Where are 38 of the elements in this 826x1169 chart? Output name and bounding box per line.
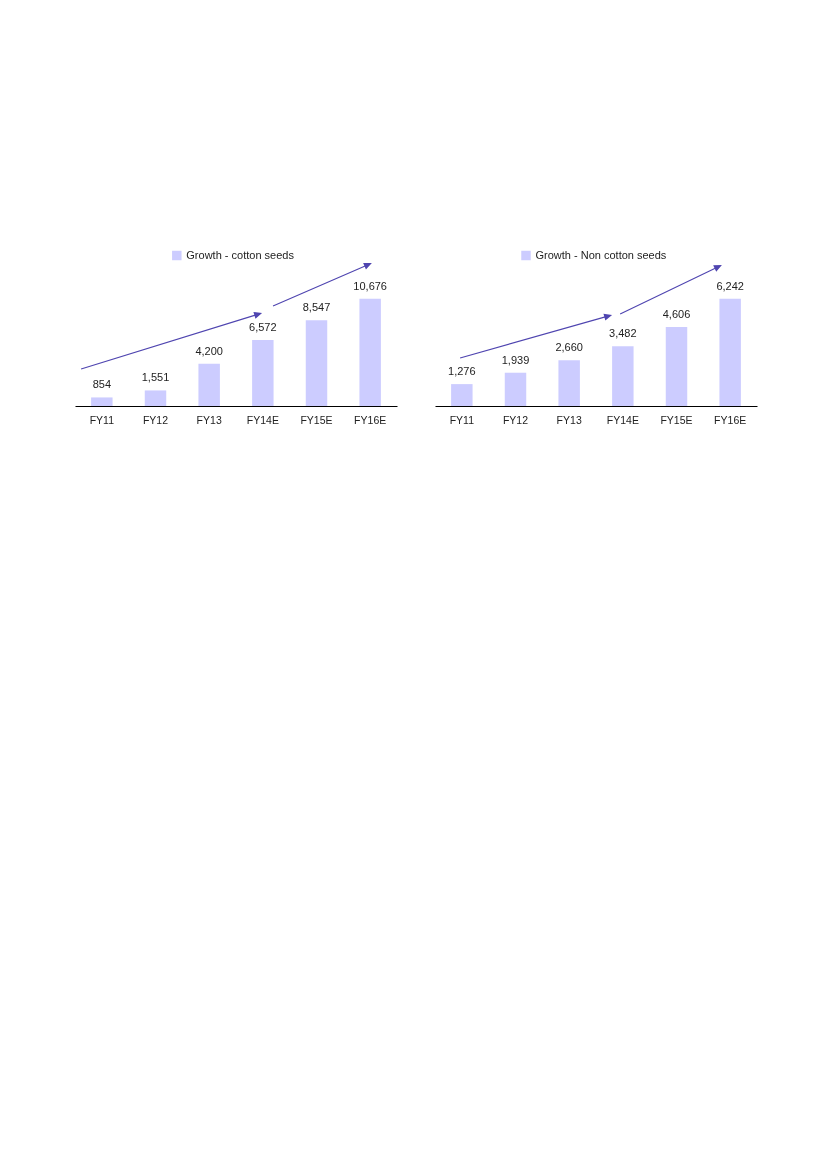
data-label: 1,939 (501, 353, 530, 366)
x-tick-label: FY11 (89, 413, 115, 426)
bar (719, 298, 741, 406)
bar (612, 346, 634, 406)
x-tick-label: FY12 (502, 413, 529, 426)
x-tick-label: FY16E (714, 413, 747, 426)
bar (252, 340, 274, 406)
bar (451, 384, 473, 406)
x-tick-label: FY13 (196, 413, 222, 426)
bar (305, 320, 328, 406)
x-tick-label: FY14E (606, 413, 639, 426)
data-label: 6,242 (716, 279, 744, 292)
bar (665, 326, 688, 406)
data-label: 1,551 (141, 371, 170, 384)
x-tick-label: FY16E (354, 413, 387, 426)
data-label: 10,676 (353, 279, 387, 292)
bar (359, 298, 381, 406)
x-tick-label: FY11 (449, 413, 475, 426)
bar (198, 363, 220, 406)
x-tick-label: FY12 (142, 413, 169, 426)
x-tick-label: FY15E (300, 413, 333, 426)
x-tick-label: FY13 (556, 413, 582, 426)
data-label: 854 (92, 378, 112, 391)
data-label: 1,276 (448, 365, 476, 378)
data-label: 8,547 (302, 301, 331, 314)
x-tick-label: FY14E (246, 413, 279, 426)
bar (91, 397, 113, 406)
bar (144, 390, 167, 406)
bar (504, 372, 527, 406)
data-label: 4,606 (662, 307, 691, 320)
legend-label: Growth - cotton seeds (186, 248, 295, 261)
x-tick-label: FY15E (660, 413, 693, 426)
data-label: 2,660 (555, 341, 583, 354)
data-label: 6,572 (249, 321, 277, 334)
legend-label: Growth - Non cotton seeds (535, 248, 667, 261)
bar (558, 360, 580, 406)
data-label: 4,200 (195, 344, 223, 357)
data-label: 3,482 (609, 327, 637, 340)
